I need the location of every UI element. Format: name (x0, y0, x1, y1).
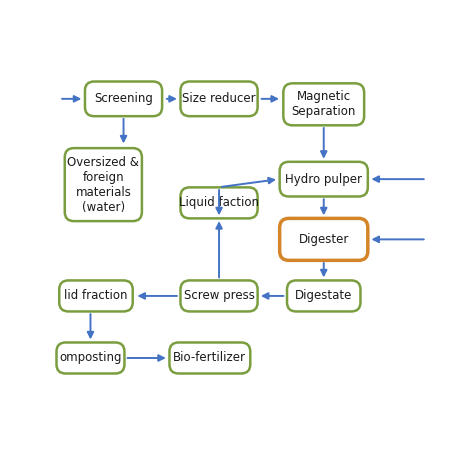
Text: Screw press: Screw press (183, 290, 255, 302)
Text: lid fraction: lid fraction (64, 290, 128, 302)
FancyBboxPatch shape (59, 281, 133, 311)
Text: Magnetic
Separation: Magnetic Separation (292, 91, 356, 118)
Text: Digestate: Digestate (295, 290, 353, 302)
FancyBboxPatch shape (181, 187, 258, 219)
Text: Bio-fertilizer: Bio-fertilizer (173, 352, 246, 365)
FancyBboxPatch shape (169, 343, 250, 374)
FancyBboxPatch shape (287, 281, 360, 311)
FancyBboxPatch shape (280, 219, 368, 260)
FancyBboxPatch shape (181, 82, 258, 116)
Text: Digester: Digester (299, 233, 349, 246)
FancyBboxPatch shape (65, 148, 142, 221)
Text: Screening: Screening (94, 92, 153, 105)
FancyBboxPatch shape (181, 281, 258, 311)
FancyBboxPatch shape (56, 343, 125, 374)
Text: Size reducer: Size reducer (182, 92, 256, 105)
FancyBboxPatch shape (280, 162, 368, 197)
Text: Liquid faction: Liquid faction (179, 196, 259, 210)
Text: Oversized &
foreign
materials
(water): Oversized & foreign materials (water) (67, 155, 139, 214)
FancyBboxPatch shape (85, 82, 162, 116)
Text: Hydro pulper: Hydro pulper (285, 173, 362, 186)
Text: omposting: omposting (59, 352, 122, 365)
FancyBboxPatch shape (283, 83, 364, 125)
